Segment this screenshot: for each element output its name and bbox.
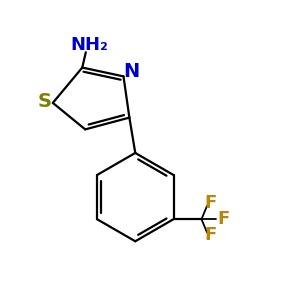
Text: F: F bbox=[205, 226, 217, 244]
Text: NH₂: NH₂ bbox=[71, 37, 109, 55]
Text: F: F bbox=[217, 210, 230, 228]
Text: F: F bbox=[205, 194, 217, 212]
Text: N: N bbox=[124, 62, 140, 82]
Text: S: S bbox=[38, 92, 52, 111]
